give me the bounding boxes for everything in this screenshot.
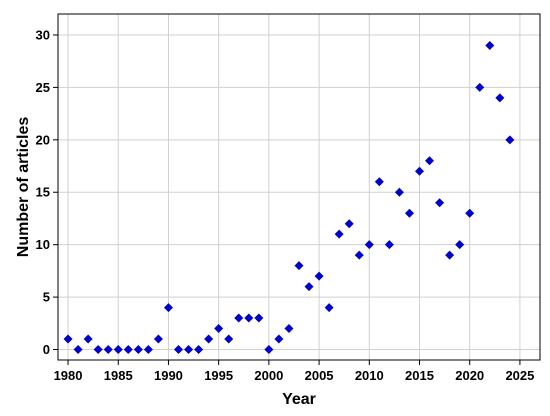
y-tick-label: 15 [36, 185, 50, 200]
data-point-marker [324, 303, 334, 313]
grid-lines [58, 14, 540, 360]
data-point-marker [415, 166, 424, 176]
data-point-marker [304, 282, 314, 292]
data-point-marker [103, 345, 113, 355]
data-point-marker [153, 334, 163, 344]
data-point-marker [214, 324, 224, 334]
data-point-marker [455, 240, 465, 250]
x-tick-label: 1990 [154, 368, 183, 383]
data-point-marker [143, 345, 153, 355]
data-point-marker [505, 135, 515, 145]
x-tick-label: 2010 [355, 368, 384, 383]
data-point-marker [364, 240, 374, 250]
data-point-marker [264, 345, 274, 355]
y-tick-label: 20 [36, 132, 50, 147]
data-point-marker [194, 345, 204, 355]
data-point-marker [334, 229, 344, 239]
y-axis-title: Number of articles [15, 117, 32, 258]
data-point-marker [73, 345, 83, 355]
data-point-marker [204, 334, 214, 344]
data-point-marker [284, 324, 294, 334]
x-tick-label: 2020 [455, 368, 484, 383]
data-point-marker [374, 177, 384, 187]
data-point-marker [344, 219, 354, 229]
x-tick-label: 2005 [305, 368, 334, 383]
y-tick-label: 0 [43, 342, 50, 357]
x-tick-label: 1985 [104, 368, 133, 383]
data-point-marker [485, 40, 495, 50]
data-point-marker [394, 187, 404, 197]
y-tick-label: 10 [36, 237, 50, 252]
x-tick-label: 2025 [505, 368, 534, 383]
data-point-marker [174, 345, 183, 355]
y-tick-label: 25 [36, 80, 50, 95]
data-point-marker [435, 198, 445, 208]
data-point-marker [123, 345, 133, 355]
axis-ticks: 1980 1985 1990 1995 2000 2005 2010 2015 2020 2025… [36, 27, 535, 383]
data-point-marker [475, 82, 485, 92]
x-tick-label: 1995 [204, 368, 233, 383]
data-point-marker [294, 261, 304, 271]
data-point-marker [163, 303, 173, 313]
data-point-marker [63, 334, 73, 344]
data-point-marker [133, 345, 143, 355]
data-point-marker [113, 345, 123, 355]
data-point-marker [445, 250, 455, 260]
data-points [63, 40, 515, 355]
x-tick-label: 1980 [54, 368, 83, 383]
data-point-marker [495, 93, 505, 103]
data-point-marker [83, 334, 93, 344]
y-tick-label: 5 [43, 290, 50, 305]
y-tick-label: 30 [36, 27, 50, 42]
data-point-marker [224, 334, 234, 344]
x-axis-title: Year [282, 391, 316, 408]
data-point-marker [234, 313, 244, 323]
x-tick-label: 2015 [405, 368, 434, 383]
data-point-marker [184, 345, 194, 355]
data-point-marker [354, 250, 364, 260]
data-point-marker [254, 313, 264, 323]
data-point-marker [465, 208, 475, 218]
x-tick-label: 2000 [254, 368, 283, 383]
data-point-marker [274, 334, 284, 344]
data-point-marker [244, 313, 254, 323]
data-point-marker [404, 208, 414, 218]
data-point-marker [314, 271, 324, 281]
data-point-marker [93, 345, 103, 355]
data-point-marker [384, 240, 394, 250]
data-point-marker [425, 156, 435, 166]
plot-area [57, 13, 541, 361]
